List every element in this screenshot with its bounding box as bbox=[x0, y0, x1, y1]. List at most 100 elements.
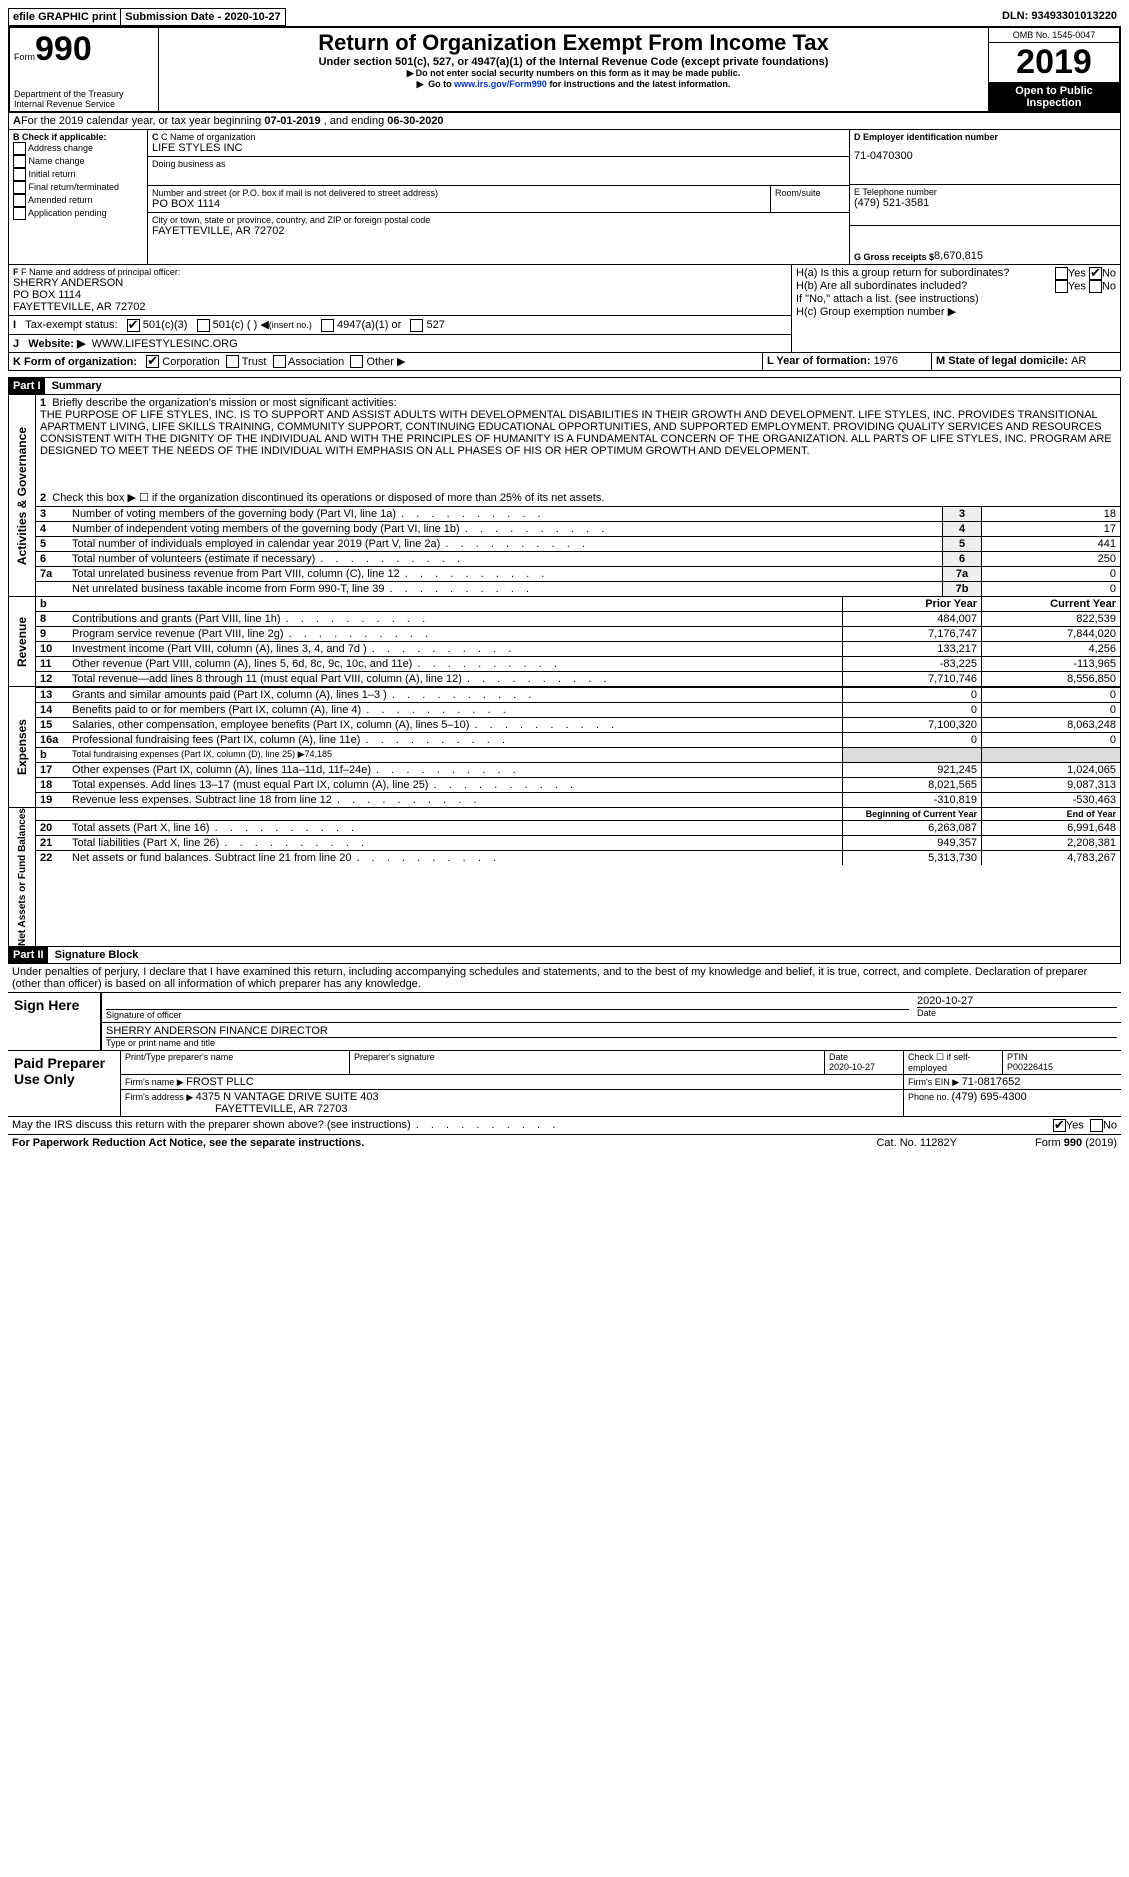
cb-4947[interactable] bbox=[321, 319, 334, 332]
data-row: 10Investment income (Part VIII, column (… bbox=[36, 642, 1120, 657]
dba: Doing business as bbox=[148, 157, 849, 186]
efile-tag: efile GRAPHIC print bbox=[8, 8, 121, 26]
ein: 71-0470300 bbox=[854, 150, 1116, 162]
identity-block: B Check if applicable: Address change Na… bbox=[8, 130, 1121, 265]
cb-discuss-yes[interactable] bbox=[1053, 1119, 1066, 1132]
box-j: J Website: ▶ WWW.LIFESTYLESINC.ORG bbox=[9, 335, 791, 352]
box-e: E Telephone number (479) 521-3581 bbox=[850, 185, 1120, 226]
box-l: L Year of formation: 1976 bbox=[763, 353, 932, 371]
form-header: Form990 Department of the Treasury Inter… bbox=[8, 26, 1121, 113]
firm-addr1: 4375 N VANTAGE DRIVE SUITE 403 bbox=[196, 1091, 379, 1103]
printed-name: SHERRY ANDERSON FINANCE DIRECTOR bbox=[106, 1025, 1117, 1037]
paid-preparer-block: Paid Preparer Use Only Print/Type prepar… bbox=[8, 1051, 1121, 1117]
cb-discuss-no[interactable] bbox=[1090, 1119, 1103, 1132]
q2: 2 Check this box ▶ ☐ if the organization… bbox=[36, 489, 1120, 506]
org-name: LIFE STYLES INC bbox=[152, 142, 845, 154]
tax-period: AFor the 2019 calendar year, or tax year… bbox=[8, 113, 1121, 130]
klm-row: K Form of organization: Corporation Trus… bbox=[8, 353, 1121, 372]
cb-527[interactable] bbox=[410, 319, 423, 332]
gross-receipts: 8,670,815 bbox=[934, 250, 983, 262]
cb-ha-yes[interactable] bbox=[1055, 267, 1068, 280]
part1-header: Part I Summary bbox=[8, 377, 1121, 394]
data-row: 22Net assets or fund balances. Subtract … bbox=[36, 851, 1120, 866]
expenses-table: 13Grants and similar amounts paid (Part … bbox=[36, 687, 1120, 807]
netassets-table: Beginning of Current YearEnd of Year 20T… bbox=[36, 808, 1120, 865]
open-public: Open to Public Inspection bbox=[989, 83, 1119, 111]
data-row: 14Benefits paid to or for members (Part … bbox=[36, 703, 1120, 718]
cb-hb-no[interactable] bbox=[1089, 280, 1102, 293]
expenses-block: Expenses 13Grants and similar amounts pa… bbox=[8, 687, 1121, 808]
data-row: 13Grants and similar amounts paid (Part … bbox=[36, 688, 1120, 703]
data-row: bTotal fundraising expenses (Part IX, co… bbox=[36, 748, 1120, 763]
sign-here-block: Sign Here Signature of officer 2020-10-2… bbox=[8, 993, 1121, 1051]
website: WWW.LIFESTYLESINC.ORG bbox=[92, 338, 238, 350]
cb-501c[interactable] bbox=[197, 319, 210, 332]
summary-row: 3 Number of voting members of the govern… bbox=[36, 507, 1120, 522]
firm-phone: (479) 695-4300 bbox=[952, 1091, 1027, 1103]
data-row: 15Salaries, other compensation, employee… bbox=[36, 718, 1120, 733]
part2-header: Part II Signature Block bbox=[8, 947, 1121, 964]
cb-initial[interactable] bbox=[13, 168, 26, 181]
data-row: 11Other revenue (Part VIII, column (A), … bbox=[36, 657, 1120, 672]
top-bar: efile GRAPHIC print Submission Date - 20… bbox=[8, 8, 1121, 26]
ptin: P00226415 bbox=[1007, 1062, 1053, 1072]
box-g: G Gross receipts $ 8,670,815 bbox=[850, 226, 1120, 264]
data-row: 19Revenue less expenses. Subtract line 1… bbox=[36, 793, 1120, 808]
vlabel-revenue: Revenue bbox=[9, 597, 36, 686]
netassets-block: Net Assets or Fund Balances Beginning of… bbox=[8, 808, 1121, 947]
data-row: 18Total expenses. Add lines 13–17 (must … bbox=[36, 778, 1120, 793]
vlabel-netassets: Net Assets or Fund Balances bbox=[9, 808, 36, 946]
vlabel-activities: Activities & Governance bbox=[9, 395, 36, 596]
firm-addr2: FAYETTEVILLE, AR 72703 bbox=[215, 1103, 347, 1115]
box-f: F F Name and address of principal office… bbox=[9, 265, 791, 316]
cb-corp[interactable] bbox=[146, 355, 159, 368]
tax-year: 2019 bbox=[989, 43, 1119, 83]
cb-pending[interactable] bbox=[13, 207, 26, 220]
footer: For Paperwork Reduction Act Notice, see … bbox=[8, 1135, 1121, 1151]
summary-row: 5 Total number of individuals employed i… bbox=[36, 537, 1120, 552]
cb-trust[interactable] bbox=[226, 355, 239, 368]
cb-assoc[interactable] bbox=[273, 355, 286, 368]
box-c: C C Name of organization LIFE STYLES INC bbox=[148, 130, 849, 157]
box-h: H(a) Is this a group return for subordin… bbox=[792, 265, 1120, 352]
box-d: D Employer identification number 71-0470… bbox=[850, 130, 1120, 185]
revenue-table: bPrior YearCurrent Year 8Contributions a… bbox=[36, 597, 1120, 686]
dept-irs: Internal Revenue Service bbox=[14, 99, 154, 109]
cb-address[interactable] bbox=[13, 142, 26, 155]
cb-final[interactable] bbox=[13, 181, 26, 194]
telephone: (479) 521-3581 bbox=[854, 197, 1116, 209]
cb-501c3[interactable] bbox=[127, 319, 140, 332]
form-label: Form990 bbox=[14, 30, 154, 69]
cb-hb-yes[interactable] bbox=[1055, 280, 1068, 293]
cb-name[interactable] bbox=[13, 155, 26, 168]
firm-name: FROST PLLC bbox=[186, 1076, 254, 1088]
data-row: 9Program service revenue (Part VIII, lin… bbox=[36, 627, 1120, 642]
box-i: I Tax-exempt status: 501(c)(3) 501(c) ( … bbox=[9, 316, 791, 335]
summary-row: 6 Total number of volunteers (estimate i… bbox=[36, 552, 1120, 567]
cb-amended[interactable] bbox=[13, 194, 26, 207]
vlabel-expenses: Expenses bbox=[9, 687, 36, 807]
box-b-label: B Check if applicable: bbox=[13, 132, 143, 142]
revenue-block: Revenue bPrior YearCurrent Year 8Contrib… bbox=[8, 597, 1121, 687]
subtitle-1: Under section 501(c), 527, or 4947(a)(1)… bbox=[163, 56, 984, 68]
street: PO BOX 1114 bbox=[152, 198, 766, 210]
sig-date: 2020-10-27 bbox=[917, 995, 1117, 1007]
room-suite: Room/suite bbox=[771, 186, 849, 212]
cb-ha-no[interactable] bbox=[1089, 267, 1102, 280]
cb-other[interactable] bbox=[350, 355, 363, 368]
may-irs-discuss: May the IRS discuss this return with the… bbox=[8, 1117, 1121, 1135]
box-k: K Form of organization: Corporation Trus… bbox=[9, 353, 763, 371]
subtitle-2: Do not enter social security numbers on … bbox=[163, 68, 984, 79]
box-m: M State of legal domicile: AR bbox=[932, 353, 1120, 371]
sign-here-label: Sign Here bbox=[8, 993, 102, 1050]
data-row: 8Contributions and grants (Part VIII, li… bbox=[36, 612, 1120, 627]
summary-row: 7a Total unrelated business revenue from… bbox=[36, 567, 1120, 582]
irs-link[interactable]: www.irs.gov/Form990 bbox=[454, 79, 547, 89]
subtitle-3: Go to www.irs.gov/Form990 for instructio… bbox=[163, 79, 984, 90]
data-row: 12Total revenue—add lines 8 through 11 (… bbox=[36, 672, 1120, 687]
submission-date: Submission Date - 2020-10-27 bbox=[120, 8, 285, 26]
q1: 1 Briefly describe the organization's mi… bbox=[36, 395, 1120, 459]
part1-body: Activities & Governance 1 Briefly descri… bbox=[8, 394, 1121, 597]
summary-single-table: 3 Number of voting members of the govern… bbox=[36, 506, 1120, 596]
summary-row: 4 Number of independent voting members o… bbox=[36, 522, 1120, 537]
